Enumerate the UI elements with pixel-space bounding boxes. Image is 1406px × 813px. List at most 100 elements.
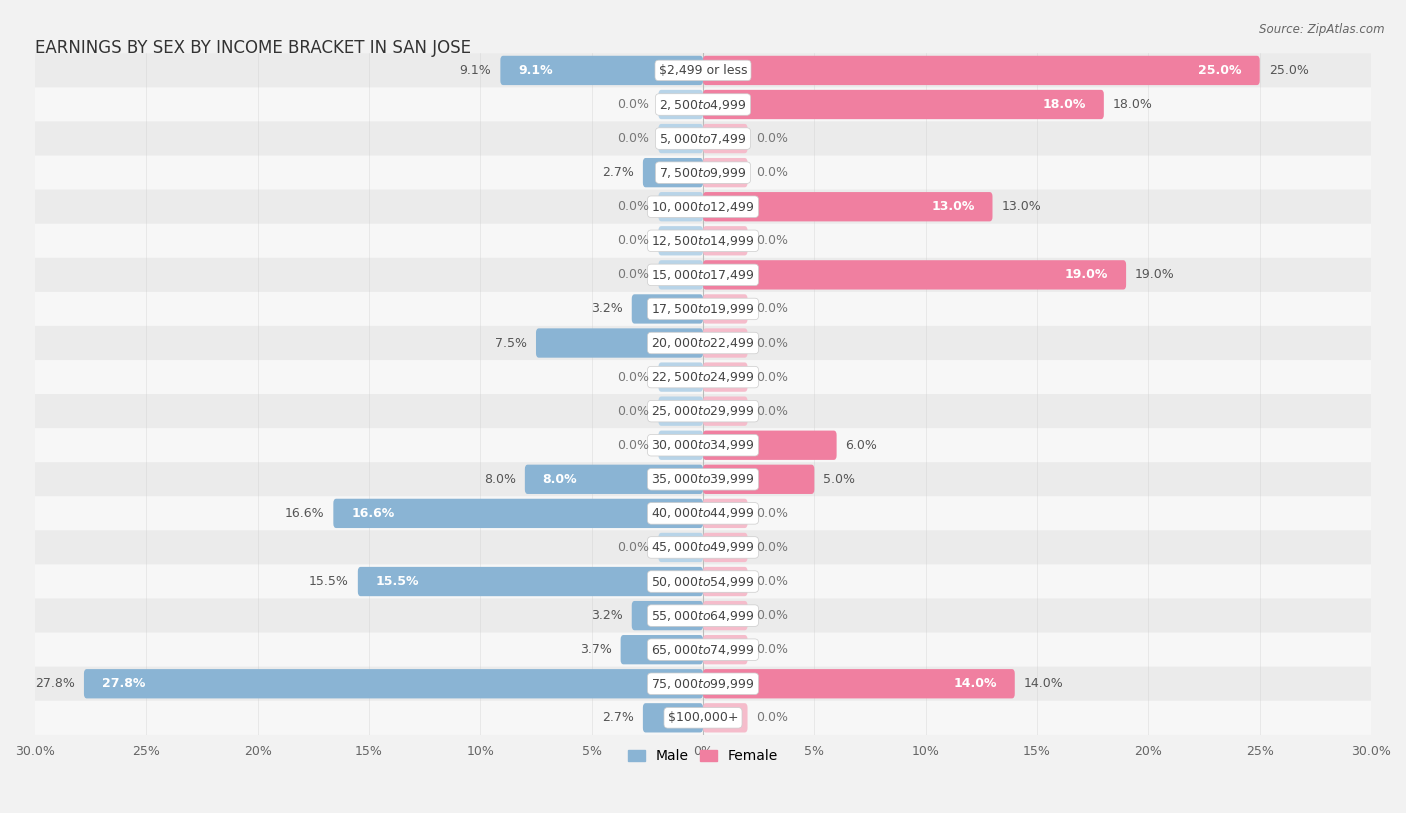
Text: 0.0%: 0.0% (617, 98, 650, 111)
Text: $22,500 to $24,999: $22,500 to $24,999 (651, 370, 755, 384)
FancyBboxPatch shape (35, 121, 1371, 155)
Text: 16.6%: 16.6% (285, 506, 325, 520)
FancyBboxPatch shape (703, 226, 748, 255)
FancyBboxPatch shape (35, 394, 1371, 428)
FancyBboxPatch shape (333, 498, 703, 528)
FancyBboxPatch shape (703, 124, 748, 153)
Text: 18.0%: 18.0% (1043, 98, 1085, 111)
FancyBboxPatch shape (703, 397, 748, 426)
Text: $20,000 to $22,499: $20,000 to $22,499 (651, 336, 755, 350)
Text: $17,500 to $19,999: $17,500 to $19,999 (651, 302, 755, 316)
Text: 18.0%: 18.0% (1112, 98, 1153, 111)
Text: $7,500 to $9,999: $7,500 to $9,999 (659, 166, 747, 180)
FancyBboxPatch shape (703, 669, 1015, 698)
Text: $5,000 to $7,499: $5,000 to $7,499 (659, 132, 747, 146)
Text: 0.0%: 0.0% (756, 609, 789, 622)
Text: EARNINGS BY SEX BY INCOME BRACKET IN SAN JOSE: EARNINGS BY SEX BY INCOME BRACKET IN SAN… (35, 39, 471, 58)
Text: 15.5%: 15.5% (309, 575, 349, 588)
Text: 0.0%: 0.0% (756, 575, 789, 588)
Text: 27.8%: 27.8% (101, 677, 145, 690)
Text: $35,000 to $39,999: $35,000 to $39,999 (651, 472, 755, 486)
Text: 0.0%: 0.0% (617, 439, 650, 452)
Text: $30,000 to $34,999: $30,000 to $34,999 (651, 438, 755, 452)
FancyBboxPatch shape (35, 598, 1371, 633)
FancyBboxPatch shape (658, 260, 703, 289)
FancyBboxPatch shape (703, 703, 748, 733)
FancyBboxPatch shape (35, 360, 1371, 394)
Text: 3.2%: 3.2% (591, 609, 623, 622)
FancyBboxPatch shape (658, 226, 703, 255)
FancyBboxPatch shape (703, 90, 1104, 120)
Text: $12,500 to $14,999: $12,500 to $14,999 (651, 234, 755, 248)
Text: 0.0%: 0.0% (756, 166, 789, 179)
Text: $75,000 to $99,999: $75,000 to $99,999 (651, 676, 755, 691)
Text: $55,000 to $64,999: $55,000 to $64,999 (651, 609, 755, 623)
Text: 19.0%: 19.0% (1135, 268, 1175, 281)
FancyBboxPatch shape (35, 667, 1371, 701)
FancyBboxPatch shape (620, 635, 703, 664)
FancyBboxPatch shape (658, 124, 703, 153)
FancyBboxPatch shape (703, 567, 748, 596)
FancyBboxPatch shape (658, 533, 703, 562)
Text: 15.5%: 15.5% (375, 575, 419, 588)
FancyBboxPatch shape (35, 326, 1371, 360)
FancyBboxPatch shape (703, 294, 748, 324)
Text: 3.2%: 3.2% (591, 302, 623, 315)
Text: $25,000 to $29,999: $25,000 to $29,999 (651, 404, 755, 418)
Text: 2.7%: 2.7% (602, 166, 634, 179)
Text: 0.0%: 0.0% (756, 132, 789, 145)
FancyBboxPatch shape (703, 465, 814, 494)
Text: 14.0%: 14.0% (1024, 677, 1063, 690)
FancyBboxPatch shape (703, 56, 1260, 85)
Text: 0.0%: 0.0% (617, 371, 650, 384)
FancyBboxPatch shape (703, 533, 748, 562)
Text: 0.0%: 0.0% (756, 541, 789, 554)
FancyBboxPatch shape (84, 669, 703, 698)
Text: 0.0%: 0.0% (756, 405, 789, 418)
Text: $15,000 to $17,499: $15,000 to $17,499 (651, 267, 755, 282)
Text: Source: ZipAtlas.com: Source: ZipAtlas.com (1260, 23, 1385, 36)
Text: 5.0%: 5.0% (824, 473, 855, 486)
FancyBboxPatch shape (35, 633, 1371, 667)
FancyBboxPatch shape (658, 363, 703, 392)
FancyBboxPatch shape (35, 463, 1371, 497)
Text: 7.5%: 7.5% (495, 337, 527, 350)
Text: 19.0%: 19.0% (1064, 268, 1108, 281)
Text: 3.7%: 3.7% (579, 643, 612, 656)
Text: $40,000 to $44,999: $40,000 to $44,999 (651, 506, 755, 520)
Text: 0.0%: 0.0% (617, 405, 650, 418)
FancyBboxPatch shape (35, 530, 1371, 564)
Text: 9.1%: 9.1% (460, 64, 492, 77)
Text: 0.0%: 0.0% (617, 132, 650, 145)
Text: $10,000 to $12,499: $10,000 to $12,499 (651, 200, 755, 214)
Text: 0.0%: 0.0% (756, 643, 789, 656)
FancyBboxPatch shape (658, 397, 703, 426)
Text: 13.0%: 13.0% (1001, 200, 1042, 213)
FancyBboxPatch shape (35, 224, 1371, 258)
Text: $50,000 to $54,999: $50,000 to $54,999 (651, 575, 755, 589)
FancyBboxPatch shape (643, 158, 703, 187)
FancyBboxPatch shape (703, 260, 1126, 289)
FancyBboxPatch shape (703, 431, 837, 460)
FancyBboxPatch shape (35, 54, 1371, 88)
FancyBboxPatch shape (658, 192, 703, 221)
FancyBboxPatch shape (524, 465, 703, 494)
FancyBboxPatch shape (35, 564, 1371, 598)
Text: 0.0%: 0.0% (756, 371, 789, 384)
Text: 25.0%: 25.0% (1268, 64, 1309, 77)
FancyBboxPatch shape (359, 567, 703, 596)
FancyBboxPatch shape (703, 601, 748, 630)
FancyBboxPatch shape (35, 258, 1371, 292)
FancyBboxPatch shape (658, 90, 703, 120)
FancyBboxPatch shape (501, 56, 703, 85)
Text: 0.0%: 0.0% (617, 541, 650, 554)
Text: 0.0%: 0.0% (617, 268, 650, 281)
FancyBboxPatch shape (703, 158, 748, 187)
FancyBboxPatch shape (703, 363, 748, 392)
Text: 9.1%: 9.1% (519, 64, 553, 77)
FancyBboxPatch shape (643, 703, 703, 733)
Text: $100,000+: $100,000+ (668, 711, 738, 724)
Text: 6.0%: 6.0% (845, 439, 877, 452)
Text: 0.0%: 0.0% (756, 234, 789, 247)
Legend: Male, Female: Male, Female (623, 744, 783, 769)
